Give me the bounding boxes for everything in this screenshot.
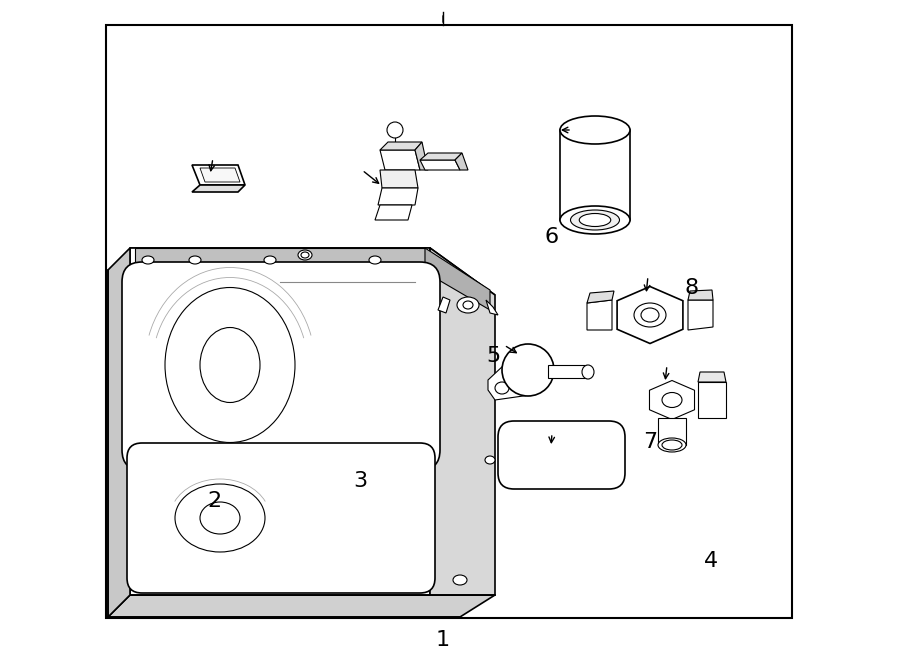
Text: 7: 7 bbox=[643, 432, 657, 451]
Ellipse shape bbox=[142, 256, 154, 264]
Ellipse shape bbox=[641, 308, 659, 322]
Polygon shape bbox=[430, 248, 495, 595]
Ellipse shape bbox=[175, 484, 265, 552]
Ellipse shape bbox=[457, 297, 479, 313]
Text: 4: 4 bbox=[704, 551, 718, 570]
Text: 6: 6 bbox=[544, 227, 559, 247]
Ellipse shape bbox=[200, 502, 240, 534]
Polygon shape bbox=[192, 165, 245, 185]
Polygon shape bbox=[375, 205, 412, 220]
Ellipse shape bbox=[453, 575, 467, 585]
FancyBboxPatch shape bbox=[122, 262, 440, 470]
Polygon shape bbox=[380, 150, 420, 170]
Polygon shape bbox=[587, 300, 612, 330]
Ellipse shape bbox=[662, 440, 682, 450]
Ellipse shape bbox=[189, 256, 201, 264]
Ellipse shape bbox=[298, 250, 312, 260]
Polygon shape bbox=[698, 382, 726, 418]
Polygon shape bbox=[425, 248, 490, 310]
Ellipse shape bbox=[463, 301, 473, 309]
Polygon shape bbox=[688, 290, 713, 300]
Polygon shape bbox=[438, 297, 450, 313]
Text: 3: 3 bbox=[353, 471, 367, 491]
Ellipse shape bbox=[495, 382, 509, 394]
Polygon shape bbox=[488, 350, 535, 400]
Polygon shape bbox=[560, 130, 630, 220]
Polygon shape bbox=[415, 142, 428, 170]
Text: 2: 2 bbox=[207, 491, 221, 511]
Ellipse shape bbox=[301, 252, 309, 258]
Polygon shape bbox=[486, 300, 498, 315]
Polygon shape bbox=[130, 248, 495, 295]
Polygon shape bbox=[378, 188, 418, 205]
Polygon shape bbox=[130, 248, 430, 595]
Bar bbox=[106, 25, 792, 618]
Polygon shape bbox=[420, 153, 462, 160]
Polygon shape bbox=[200, 168, 240, 182]
Polygon shape bbox=[192, 185, 245, 192]
Polygon shape bbox=[617, 286, 683, 344]
Polygon shape bbox=[658, 418, 686, 445]
FancyBboxPatch shape bbox=[127, 443, 435, 593]
FancyBboxPatch shape bbox=[498, 421, 625, 489]
Polygon shape bbox=[698, 372, 726, 382]
Ellipse shape bbox=[485, 456, 495, 464]
Polygon shape bbox=[420, 160, 460, 170]
Polygon shape bbox=[650, 381, 695, 420]
Polygon shape bbox=[108, 595, 495, 617]
Ellipse shape bbox=[580, 214, 611, 227]
Text: 8: 8 bbox=[684, 278, 698, 297]
Ellipse shape bbox=[634, 303, 666, 327]
Polygon shape bbox=[688, 300, 713, 330]
Ellipse shape bbox=[165, 288, 295, 442]
Ellipse shape bbox=[560, 116, 630, 144]
Polygon shape bbox=[135, 248, 425, 272]
Ellipse shape bbox=[369, 256, 381, 264]
Polygon shape bbox=[380, 142, 422, 150]
Polygon shape bbox=[455, 153, 468, 170]
Ellipse shape bbox=[560, 206, 630, 234]
Ellipse shape bbox=[502, 344, 554, 396]
Text: 1: 1 bbox=[436, 630, 450, 650]
Ellipse shape bbox=[387, 122, 403, 138]
Ellipse shape bbox=[582, 365, 594, 379]
Polygon shape bbox=[108, 248, 130, 617]
Polygon shape bbox=[380, 170, 418, 188]
Ellipse shape bbox=[264, 256, 276, 264]
Polygon shape bbox=[548, 365, 588, 378]
Polygon shape bbox=[587, 291, 614, 303]
Ellipse shape bbox=[571, 210, 619, 230]
Text: 5: 5 bbox=[486, 346, 500, 366]
Ellipse shape bbox=[200, 327, 260, 403]
Ellipse shape bbox=[658, 438, 686, 452]
Ellipse shape bbox=[662, 393, 682, 407]
